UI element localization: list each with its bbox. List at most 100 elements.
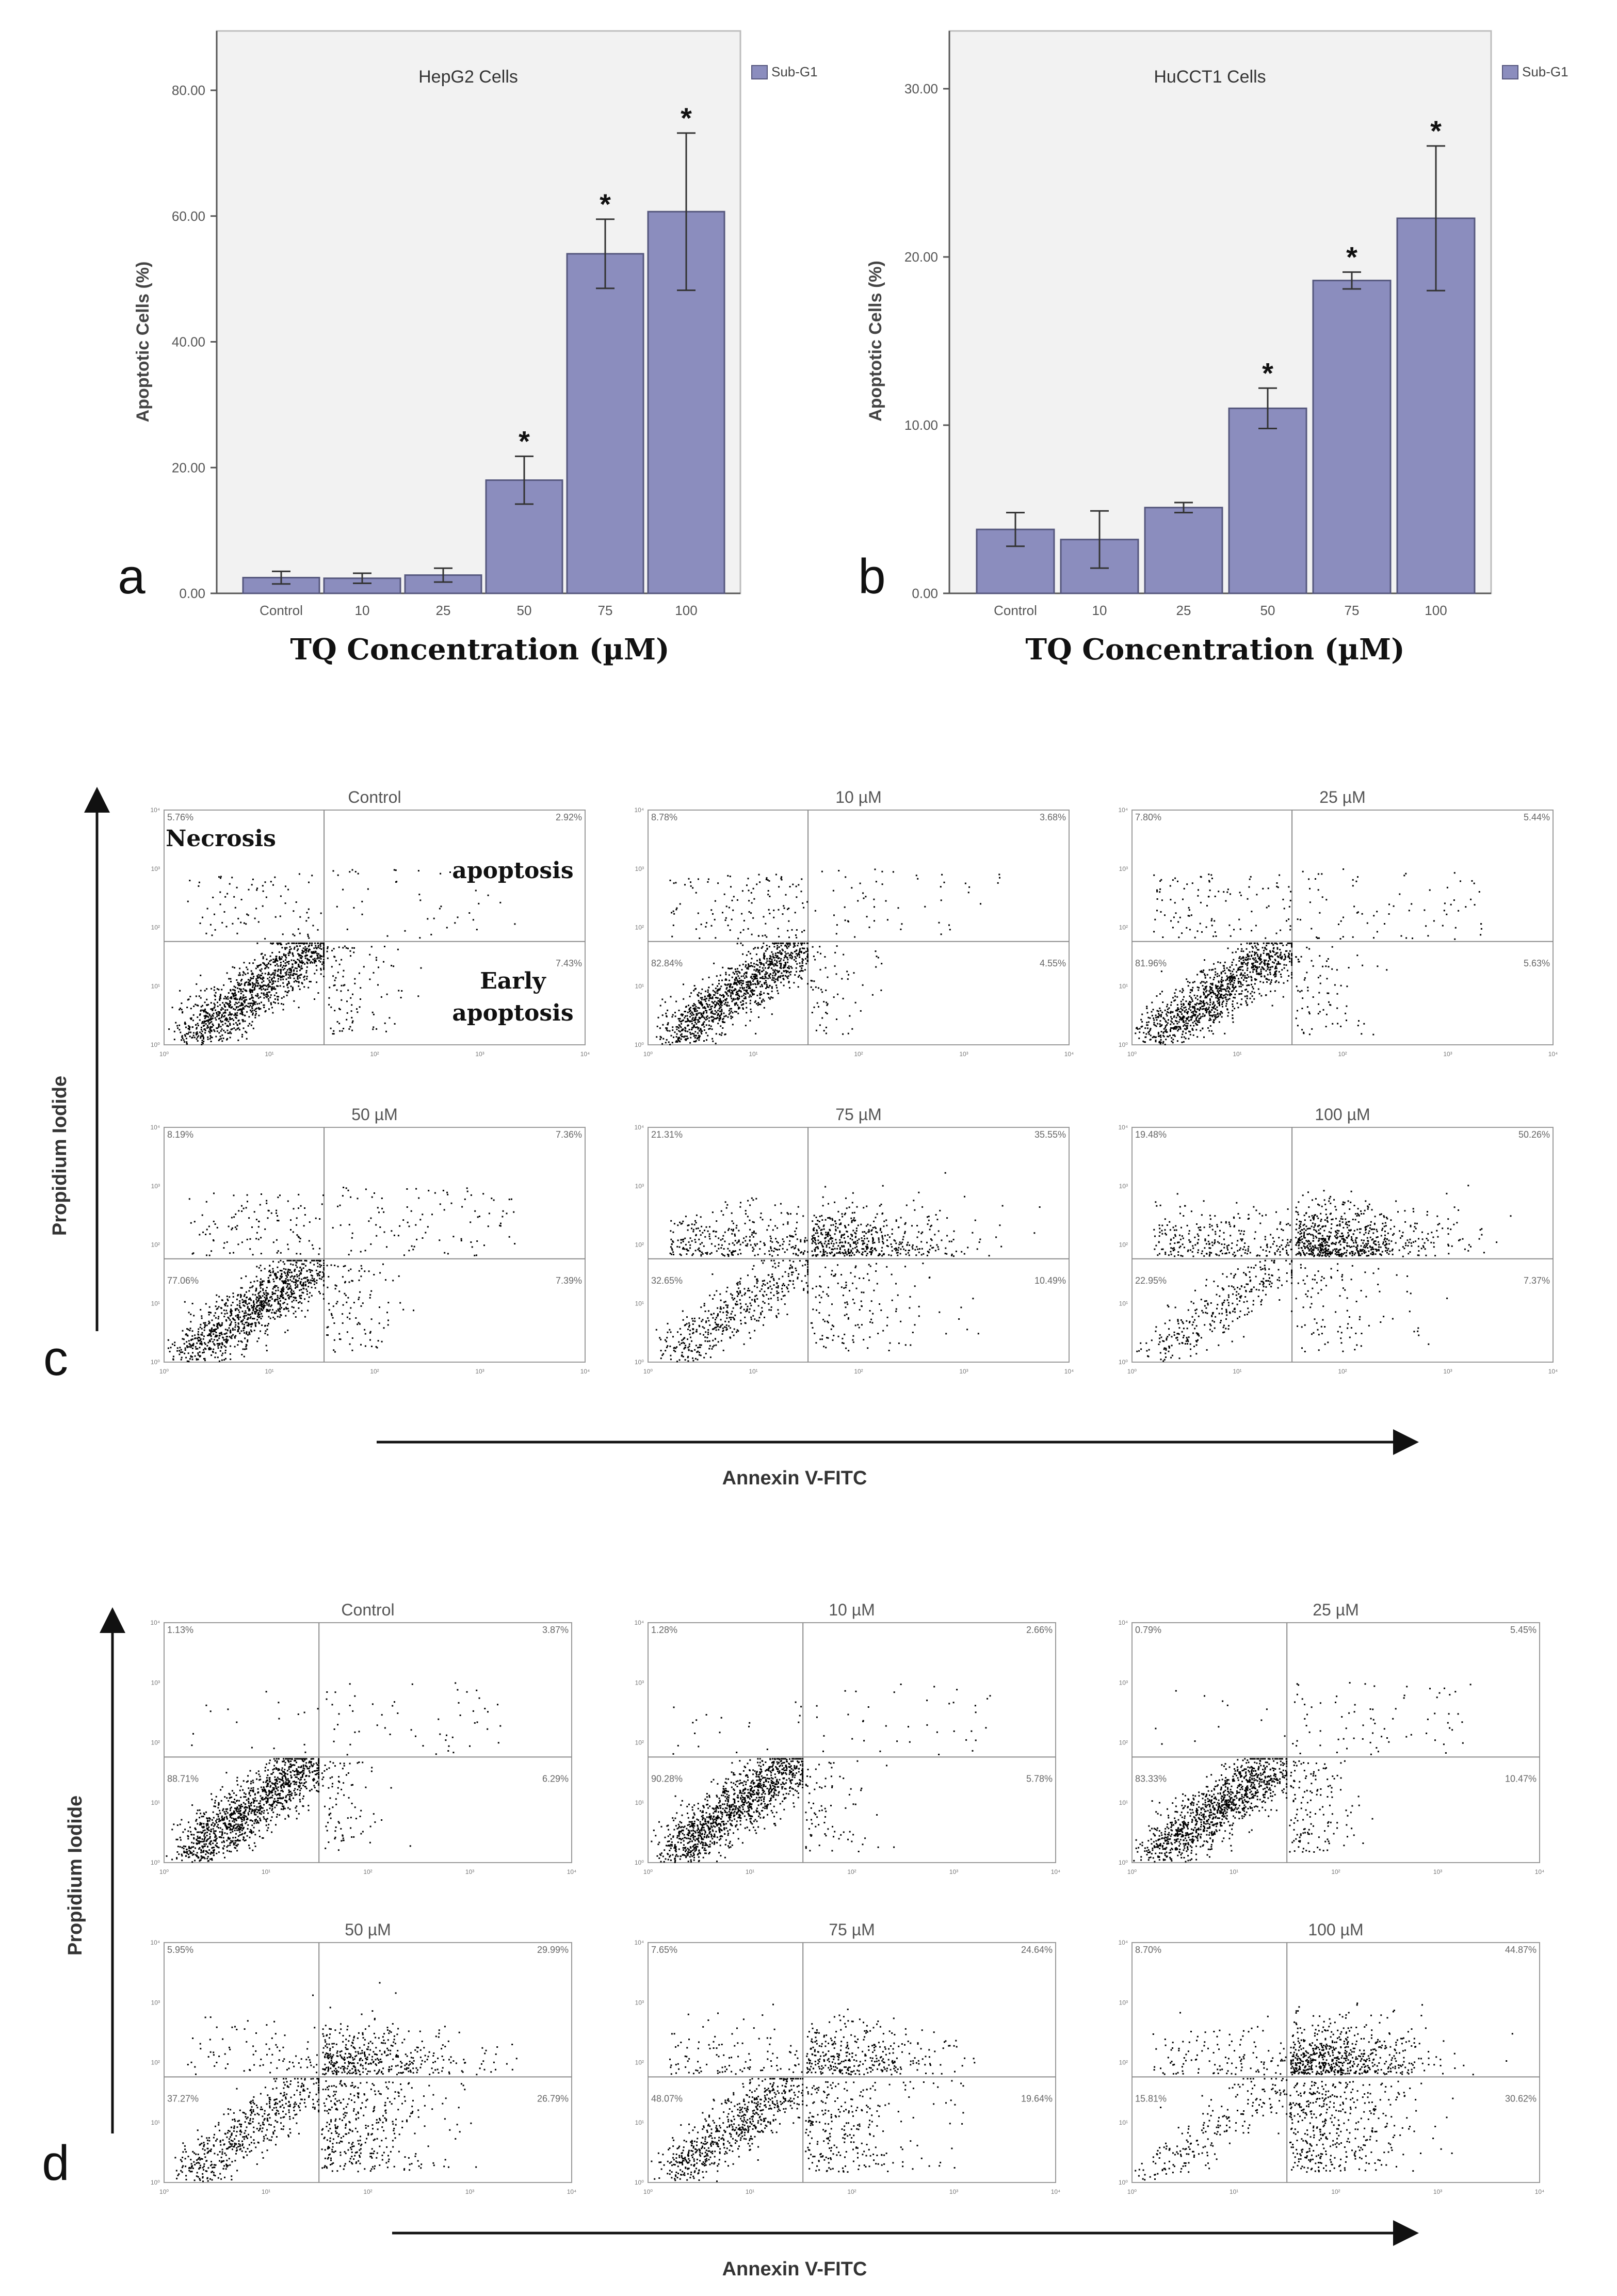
chart-title: HuCCT1 Cells	[1154, 67, 1266, 87]
x-axis-label: Annexin V-FITC	[722, 2258, 867, 2280]
y-decade-label: 10⁴	[150, 806, 160, 814]
panel-letter: a	[118, 549, 145, 604]
y-decade-label: 10¹	[151, 1799, 160, 1806]
x-tick-label: 75	[1345, 603, 1360, 618]
plot-frame	[1131, 1127, 1554, 1363]
x-decade-label: 10³	[949, 1868, 958, 1875]
y-decade-label: 10¹	[151, 2119, 160, 2126]
y-decade-label: 10⁰	[1119, 2179, 1128, 2186]
x-decade-label: 10¹	[1230, 2188, 1238, 2195]
x-decade-label: 10¹	[265, 1050, 273, 1058]
quadrant-ul-percent: 5.95%	[167, 1945, 193, 1955]
quadrant-ul-percent: 1.28%	[651, 1625, 677, 1635]
y-tick-label: 30.00	[904, 81, 938, 96]
y-tick-label: 10.00	[904, 417, 938, 433]
dot-plot-25-µM: 10⁰ 10⁰ 10¹ 10¹ 10² 10² 10³ 10³ 10⁴ 10⁴ 25 µM 0.79%…	[1118, 1600, 1544, 1875]
y-decade-label: 10⁴	[634, 1939, 644, 1946]
quadrant-lr-percent: 4.55%	[1040, 958, 1066, 968]
y-tick-label: 80.00	[172, 83, 205, 98]
bar-75	[566, 253, 644, 594]
y-decade-label: 10⁰	[1119, 1859, 1128, 1866]
x-decade-label: 10²	[363, 1868, 372, 1875]
y-decade-label: 10⁰	[635, 1859, 644, 1866]
quadrant-ur-percent: 2.66%	[1026, 1625, 1053, 1635]
quadrant-ll-percent: 22.95%	[1135, 1275, 1167, 1286]
y-axis-label: Propidium Iodide	[49, 1076, 71, 1236]
x-decade-label: 10²	[363, 2188, 372, 2195]
y-decade-label: 10⁰	[635, 1359, 644, 1366]
y-decade-label: 10³	[151, 1679, 160, 1686]
y-axis-label: Propidium Iodide	[64, 1796, 86, 1955]
y-decade-label: 10³	[1119, 865, 1128, 872]
x-decade-label: 10³	[959, 1050, 968, 1058]
y-tick-label: 20.00	[904, 249, 938, 265]
legend-label: Sub-G1	[771, 64, 818, 79]
x-decade-label: 10¹	[262, 2188, 270, 2195]
quadrant-ll-percent: 48.07%	[651, 2093, 683, 2104]
y-decade-label: 10⁴	[1118, 806, 1128, 814]
plot-title: 75 µM	[829, 1920, 875, 1939]
early-apoptosis-label-2: apoptosis	[452, 1000, 573, 1026]
x-decade-label: 10⁰	[643, 1368, 653, 1375]
plot-title: 50 µM	[345, 1920, 391, 1939]
quadrant-lr-percent: 5.63%	[1524, 958, 1550, 968]
x-decade-label: 10³	[959, 1368, 968, 1375]
quadrant-ul-percent: 8.70%	[1135, 1945, 1161, 1955]
quadrant-ur-percent: 7.36%	[556, 1129, 582, 1140]
y-decade-label: 10³	[635, 1183, 644, 1190]
y-decade-label: 10²	[635, 1241, 644, 1249]
dot-cloud	[166, 1682, 502, 1863]
quadrant-ur-percent: 2.92%	[556, 812, 582, 822]
x-axis-label: TQ Concentration (µM)	[290, 633, 669, 667]
dot-cloud	[651, 1684, 991, 1863]
dot-plot-Control: 10⁰ 10⁰ 10¹ 10¹ 10² 10² 10³ 10³ 10⁴ 10⁴ Control 5.7…	[150, 788, 590, 1058]
x-decade-label: 10³	[465, 1868, 474, 1875]
dot-cloud	[656, 868, 1000, 1045]
y-tick-label: 40.00	[172, 334, 205, 350]
legend-swatch	[751, 65, 768, 79]
y-decade-label: 10⁰	[151, 1859, 160, 1866]
dot-cloud	[655, 1172, 1041, 1363]
y-decade-label: 10¹	[635, 1300, 644, 1307]
significance-marker: *	[519, 425, 530, 457]
quadrant-lr-percent: 6.29%	[542, 1773, 569, 1784]
y-decade-label: 10¹	[1119, 1799, 1128, 1806]
dot-plot-75-µM: 10⁰ 10⁰ 10¹ 10¹ 10² 10² 10³ 10³ 10⁴ 10⁴ 75 µM 7.65%…	[634, 1920, 1060, 2195]
x-decade-label: 10⁴	[1548, 1050, 1558, 1058]
legend-label: Sub-G1	[1522, 64, 1569, 79]
x-decade-label: 10²	[847, 1868, 856, 1875]
y-tick-label: 60.00	[172, 208, 205, 224]
plot-frame	[648, 1942, 1056, 2183]
x-decade-label: 10¹	[1233, 1368, 1241, 1375]
dot-plot-Control: 10⁰ 10⁰ 10¹ 10¹ 10² 10² 10³ 10³ 10⁴ 10⁴ Control 1.1…	[150, 1600, 576, 1875]
early-apoptosis-label-1: Early	[480, 968, 546, 994]
quadrant-lr-percent: 10.47%	[1505, 1773, 1537, 1784]
y-decade-label: 10⁰	[635, 1041, 644, 1048]
dot-plot-75-µM: 10⁰ 10⁰ 10¹ 10¹ 10² 10² 10³ 10³ 10⁴ 10⁴ 75 µM 21.31…	[634, 1105, 1074, 1375]
x-decade-label: 10⁴	[580, 1368, 590, 1375]
quadrant-ll-percent: 81.96%	[1135, 958, 1167, 968]
x-tick-label: 100	[675, 603, 697, 618]
x-decade-label: 10⁰	[1127, 1368, 1137, 1375]
flow-panel-c: 10⁰ 10⁰ 10¹ 10¹ 10² 10² 10³ 10³ 10⁴ 10⁴ Control 5.7…	[43, 787, 1558, 1489]
quadrant-ll-percent: 77.06%	[167, 1275, 199, 1286]
late-apoptosis-label-2: apoptosis	[452, 858, 573, 884]
quadrant-ul-percent: 8.78%	[651, 812, 677, 822]
x-decade-label: 10¹	[749, 1368, 757, 1375]
y-axis-label: Apoptotic Cells (%)	[133, 262, 153, 423]
dot-plot-50-µM: 10⁰ 10⁰ 10¹ 10¹ 10² 10² 10³ 10³ 10⁴ 10⁴ 50 µM 8.19%…	[150, 1105, 590, 1375]
y-decade-label: 10⁰	[1119, 1041, 1128, 1048]
panel-letter: c	[43, 1331, 68, 1386]
quadrant-ul-percent: 5.76%	[167, 812, 193, 822]
legend-swatch	[1502, 65, 1518, 79]
y-decade-label: 10³	[151, 1999, 160, 2006]
plot-frame	[164, 810, 586, 1045]
x-decade-label: 10³	[465, 2188, 474, 2195]
quadrant-ul-percent: 0.79%	[1135, 1625, 1161, 1635]
bar-chart-a: 0.00 20.00 40.00 60.00 80.00 HepG2 Cells Sub-G…	[118, 30, 818, 667]
quadrant-lr-percent: 5.78%	[1026, 1773, 1053, 1784]
x-decade-label: 10⁰	[643, 1868, 653, 1875]
y-decade-label: 10²	[151, 1241, 160, 1249]
x-decade-label: 10²	[1331, 1868, 1340, 1875]
